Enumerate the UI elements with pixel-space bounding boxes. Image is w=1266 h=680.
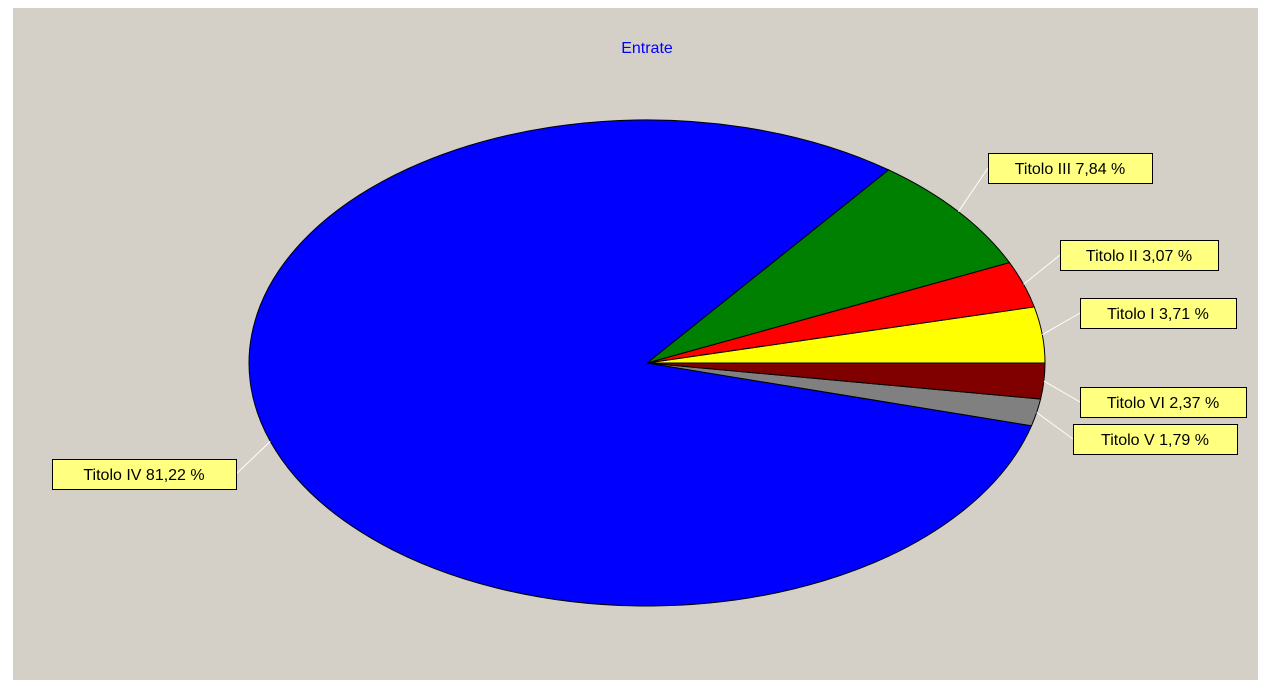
label-text-titolo-i: Titolo I 3,71 % — [1107, 306, 1209, 323]
label-box-titolo-iv — [52, 459, 237, 490]
label-text-titolo-iv: Titolo IV 81,22 % — [83, 467, 204, 484]
leader-line-titolo-vi — [1043, 380, 1081, 403]
chart-title: Entrate — [621, 40, 673, 57]
label-name-titolo-iv: Titolo IV — [83, 467, 141, 484]
label-name-titolo-v: Titolo V — [1101, 432, 1155, 449]
label-name-titolo-i: Titolo I — [1107, 306, 1154, 323]
label-name-titolo-vi: Titolo VI — [1107, 395, 1165, 412]
slice-titolo-iv — [248, 119, 1033, 607]
leader-line-titolo-iv — [235, 441, 271, 475]
label-box-titolo-i — [1080, 298, 1237, 329]
slice-labels: Titolo IV 81,22 %Titolo III 7,84 %Titolo… — [52, 153, 1247, 490]
pie-slices — [248, 119, 1046, 607]
label-box-titolo-vi — [1080, 387, 1247, 418]
label-text-titolo-v: Titolo V 1,79 % — [1101, 432, 1209, 449]
label-titolo-v: Titolo V 1,79 % — [1073, 424, 1238, 455]
label-value-titolo-v: 1,79 % — [1155, 432, 1209, 449]
leader-line-titolo-iii — [957, 167, 989, 212]
label-titolo-iii: Titolo III 7,84 % — [988, 153, 1153, 184]
label-leaders — [235, 167, 1081, 475]
leader-line-titolo-i — [1042, 312, 1081, 336]
label-value-titolo-i: 3,71 % — [1155, 306, 1209, 323]
label-value-titolo-vi: 2,37 % — [1165, 395, 1219, 412]
label-titolo-vi: Titolo VI 2,37 % — [1080, 387, 1247, 418]
label-text-titolo-iii: Titolo III 7,84 % — [1015, 161, 1126, 178]
label-text-titolo-vi: Titolo VI 2,37 % — [1107, 395, 1219, 412]
label-value-titolo-iv: 81,22 % — [141, 467, 204, 484]
label-box-titolo-iii — [988, 153, 1153, 184]
leader-line-titolo-ii — [1023, 254, 1061, 285]
label-box-titolo-ii — [1060, 240, 1219, 271]
label-value-titolo-iii: 7,84 % — [1071, 161, 1125, 178]
label-name-titolo-iii: Titolo III — [1015, 161, 1071, 178]
label-titolo-iv: Titolo IV 81,22 % — [52, 459, 237, 490]
label-box-titolo-v — [1073, 424, 1238, 455]
slice-titolo-vi — [646, 362, 1046, 400]
label-titolo-ii: Titolo II 3,07 % — [1060, 240, 1219, 271]
label-titolo-i: Titolo I 3,71 % — [1080, 298, 1237, 329]
leader-line-titolo-v — [1036, 412, 1074, 440]
label-text-titolo-ii: Titolo II 3,07 % — [1086, 248, 1192, 265]
label-value-titolo-ii: 3,07 % — [1138, 248, 1192, 265]
label-name-titolo-ii: Titolo II — [1086, 248, 1138, 265]
